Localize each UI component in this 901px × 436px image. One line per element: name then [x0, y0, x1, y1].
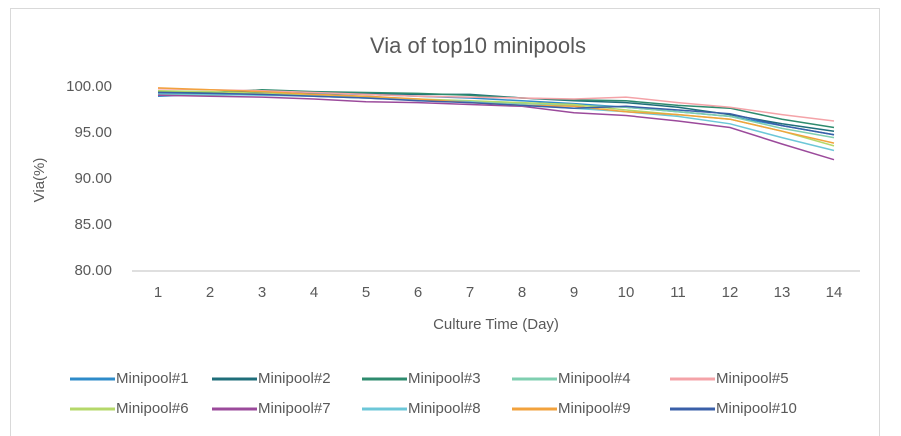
legend-label: Minipool#6: [116, 400, 189, 417]
y-tick-label: 100.00: [66, 78, 112, 95]
x-tick-label: 3: [258, 284, 266, 301]
y-tick-label: 80.00: [74, 262, 112, 279]
legend-label: Minipool#8: [408, 400, 481, 417]
x-tick-label: 10: [618, 284, 635, 301]
x-tick-label: 7: [466, 284, 474, 301]
series-line: [157, 91, 835, 136]
y-tick-label: 95.00: [74, 124, 112, 141]
y-tick-label: 85.00: [74, 216, 112, 233]
chart-border: [10, 8, 880, 436]
legend-label: Minipool#3: [408, 370, 481, 387]
x-tick-label: 12: [722, 284, 739, 301]
x-tick-label: 2: [206, 284, 214, 301]
x-tick-label: 6: [414, 284, 422, 301]
x-tick-label: 4: [310, 284, 318, 301]
x-tick-label: 8: [518, 284, 526, 301]
legend-label: Minipool#7: [258, 400, 331, 417]
x-tick-label: 14: [826, 284, 843, 301]
x-tick-label: 9: [570, 284, 578, 301]
x-tick-label: 11: [670, 284, 686, 301]
x-tick-label: 13: [774, 284, 791, 301]
legend-label: Minipool#2: [258, 370, 331, 387]
x-axis-title: Culture Time (Day): [433, 316, 559, 333]
series-line: [157, 94, 835, 161]
legend-label: Minipool#10: [716, 400, 797, 417]
legend-label: Minipool#5: [716, 370, 789, 387]
x-tick-label: 5: [362, 284, 370, 301]
x-tick-label: 1: [154, 284, 162, 301]
y-axis-title: Via(%): [31, 158, 48, 203]
legend-label: Minipool#9: [558, 400, 631, 417]
legend-label: Minipool#4: [558, 370, 631, 387]
series-line: [157, 88, 835, 122]
chart-title: Via of top10 minipools: [370, 33, 586, 58]
legend-label: Minipool#1: [116, 370, 189, 387]
series-line: [157, 89, 835, 129]
y-tick-label: 90.00: [74, 170, 112, 187]
